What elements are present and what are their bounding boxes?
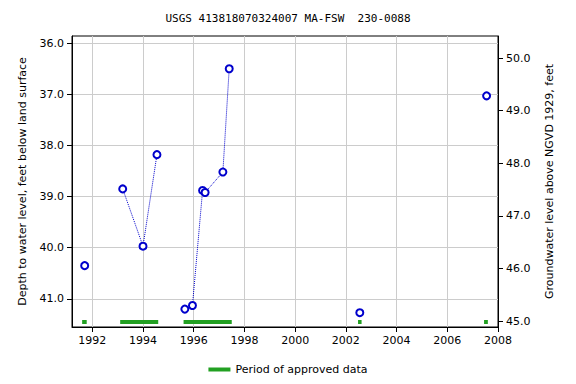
svg-text:48.0: 48.0 [506, 157, 531, 170]
svg-text:46.0: 46.0 [506, 262, 531, 275]
svg-text:1998: 1998 [230, 334, 258, 347]
svg-text:45.0: 45.0 [506, 315, 531, 328]
svg-text:Period of approved data: Period of approved data [235, 363, 367, 376]
svg-text:2004: 2004 [383, 334, 411, 347]
svg-text:41.0: 41.0 [40, 292, 65, 305]
svg-text:Depth to water level, feet bel: Depth to water level, feet below land su… [16, 57, 29, 306]
svg-text:2000: 2000 [281, 334, 309, 347]
svg-text:USGS 413818070324007 MA-FSW 2: USGS 413818070324007 MA-FSW 230-0088 [165, 12, 410, 25]
svg-text:50.0: 50.0 [506, 52, 531, 65]
svg-text:1994: 1994 [129, 334, 157, 347]
svg-text:40.0: 40.0 [40, 241, 65, 254]
svg-text:Groundwater level above NGVD 1: Groundwater level above NGVD 1929, feet [543, 63, 556, 299]
svg-text:49.0: 49.0 [506, 104, 531, 117]
svg-text:2002: 2002 [332, 334, 360, 347]
svg-text:1996: 1996 [180, 334, 208, 347]
svg-text:1992: 1992 [78, 334, 106, 347]
svg-text:39.0: 39.0 [40, 190, 65, 203]
svg-text:37.0: 37.0 [40, 88, 65, 101]
svg-text:47.0: 47.0 [506, 209, 531, 222]
svg-text:36.0: 36.0 [40, 37, 65, 50]
svg-text:38.0: 38.0 [40, 139, 65, 152]
svg-text:2006: 2006 [433, 334, 461, 347]
svg-text:2008: 2008 [484, 334, 512, 347]
